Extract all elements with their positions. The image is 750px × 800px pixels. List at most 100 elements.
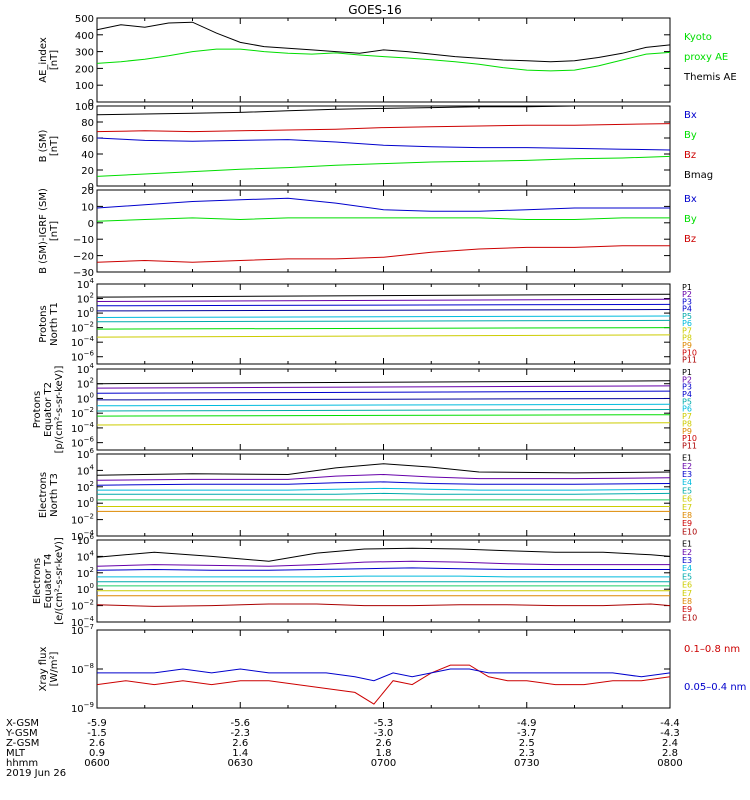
legend-entry: P2 [682,290,692,299]
legend-entry: P10 [682,434,697,443]
legend-entry: P11 [682,442,697,451]
y-tick-label: 500 [75,14,94,25]
legend-entry: P7 [682,412,692,421]
series-by [96,123,671,133]
series-p1 [96,380,671,385]
legend-entry: Kyoto [684,32,712,43]
legend-entry: E3 [682,470,692,479]
legend-entry: E4 [682,564,692,573]
legend-entry: P9 [682,427,692,436]
legend-entry: Bx [684,110,697,121]
legend-entry: P9 [682,341,692,350]
y-tick-label: 100 [77,496,94,510]
panel-ae: 0 100 200 300 400 500 AE_index[nT] Kyoto proxy A… [38,14,737,109]
series-p7 [96,327,671,330]
legend-entry: P6 [682,319,692,328]
y-tick-label: 10−4 [71,615,95,629]
y-tick-label: 106 [77,533,95,547]
series-e3 [96,481,671,486]
footer-value: 2.5 [519,738,535,749]
legend-entry: P8 [682,334,692,343]
legend-entry: P1 [682,283,692,292]
footer-value: -5.9 [87,718,107,729]
legend-entry: E10 [682,527,697,536]
legend-entry: P4 [682,305,692,314]
legend-entry: E8 [682,597,692,606]
legend-entry: E9 [682,605,692,614]
legend-entry: P1 [682,368,692,377]
legend-entry: P6 [682,405,692,414]
legend-entry: E5 [682,486,692,495]
y-tick-label: 100 [77,582,94,596]
series-e2 [96,560,670,567]
panel-ee: 10−4 10−2 100 102 104 106 ElectronsEquator T4[… [32,533,697,629]
legend-entry: P3 [682,297,692,306]
y-tick-label: 100 [75,81,94,92]
legend-entry: E2 [682,462,692,471]
footer-value: 2.8 [662,748,678,759]
footer-value: 0700 [371,758,396,769]
y-tick-label: 10−2 [71,599,94,613]
legend-entry: 0.05–0.4 nm [684,682,746,693]
legend-entry: E6 [682,581,692,590]
series-bmag [96,105,670,116]
series-p1 [96,293,671,298]
series-e2 [96,473,671,481]
panel-frame [96,17,671,103]
chart-title: GOES-16 [348,3,402,17]
series-bz [96,245,670,263]
panel-bigrf: −30 −20 −10 0 10 20 B (SM)-IGRF (SM)[nT] Bx By Bz [38,186,697,279]
y-axis-label: ElectronsEquator T4[e/(cm²-s-sr-keV)] [32,537,65,625]
legend-entry: E2 [682,548,692,557]
y-tick-label: −10 [73,235,94,246]
series-0-05-0-4-nm [97,668,671,682]
footer-value: -2.3 [230,728,250,739]
y-tick-label: 106 [77,447,95,461]
legend-entry: E3 [682,556,692,565]
series-e4 [97,575,670,578]
series-e1 [96,547,671,562]
footer-value: -4.9 [517,718,537,729]
footer-value: 2.6 [376,738,392,749]
y-tick-label: 102 [77,566,94,580]
series-e4 [97,487,671,491]
y-tick-label: 20 [81,166,94,177]
legend-entry: E7 [682,503,692,512]
y-tick-label: 10−8 [71,662,94,676]
series-p8 [96,422,671,426]
footer-value: 0630 [228,758,253,769]
y-tick-label: 104 [77,277,95,291]
footer-row-label: Z-GSM [6,738,39,749]
y-axis-label: AE_index[nT] [38,37,60,83]
legend-entry: Bz [684,150,696,161]
legend-entry: P2 [682,375,692,384]
series-p8 [96,334,671,338]
y-tick-label: 100 [75,102,94,113]
series-p3 [96,390,671,394]
legend-entry: E4 [682,478,692,487]
legend-entry: E8 [682,511,692,520]
y-tick-label: 80 [81,118,94,129]
legend-entry: proxy AE [684,52,728,63]
footer-value: 1.8 [376,748,392,759]
series-p5 [96,403,671,407]
series-p7 [96,414,671,417]
y-axis-label: Xray flux[W/m²] [38,647,60,692]
legend-entry: E7 [682,589,692,598]
footer-value: -4.4 [660,718,680,729]
y-tick-label: −30 [73,268,94,279]
y-tick-label: 60 [81,134,94,145]
series-e9 [96,603,671,607]
series-p2 [96,385,671,389]
legend-entry: P5 [682,312,692,321]
legend-entry: Bx [684,194,697,205]
footer-row-label: MLT [6,748,26,759]
legend-entry: P3 [682,383,692,392]
series-themis-ae [96,21,671,63]
footer-row-label: Y-GSM [5,728,38,739]
footer-value: 0.9 [89,748,105,759]
legend-entry: By [684,130,697,141]
